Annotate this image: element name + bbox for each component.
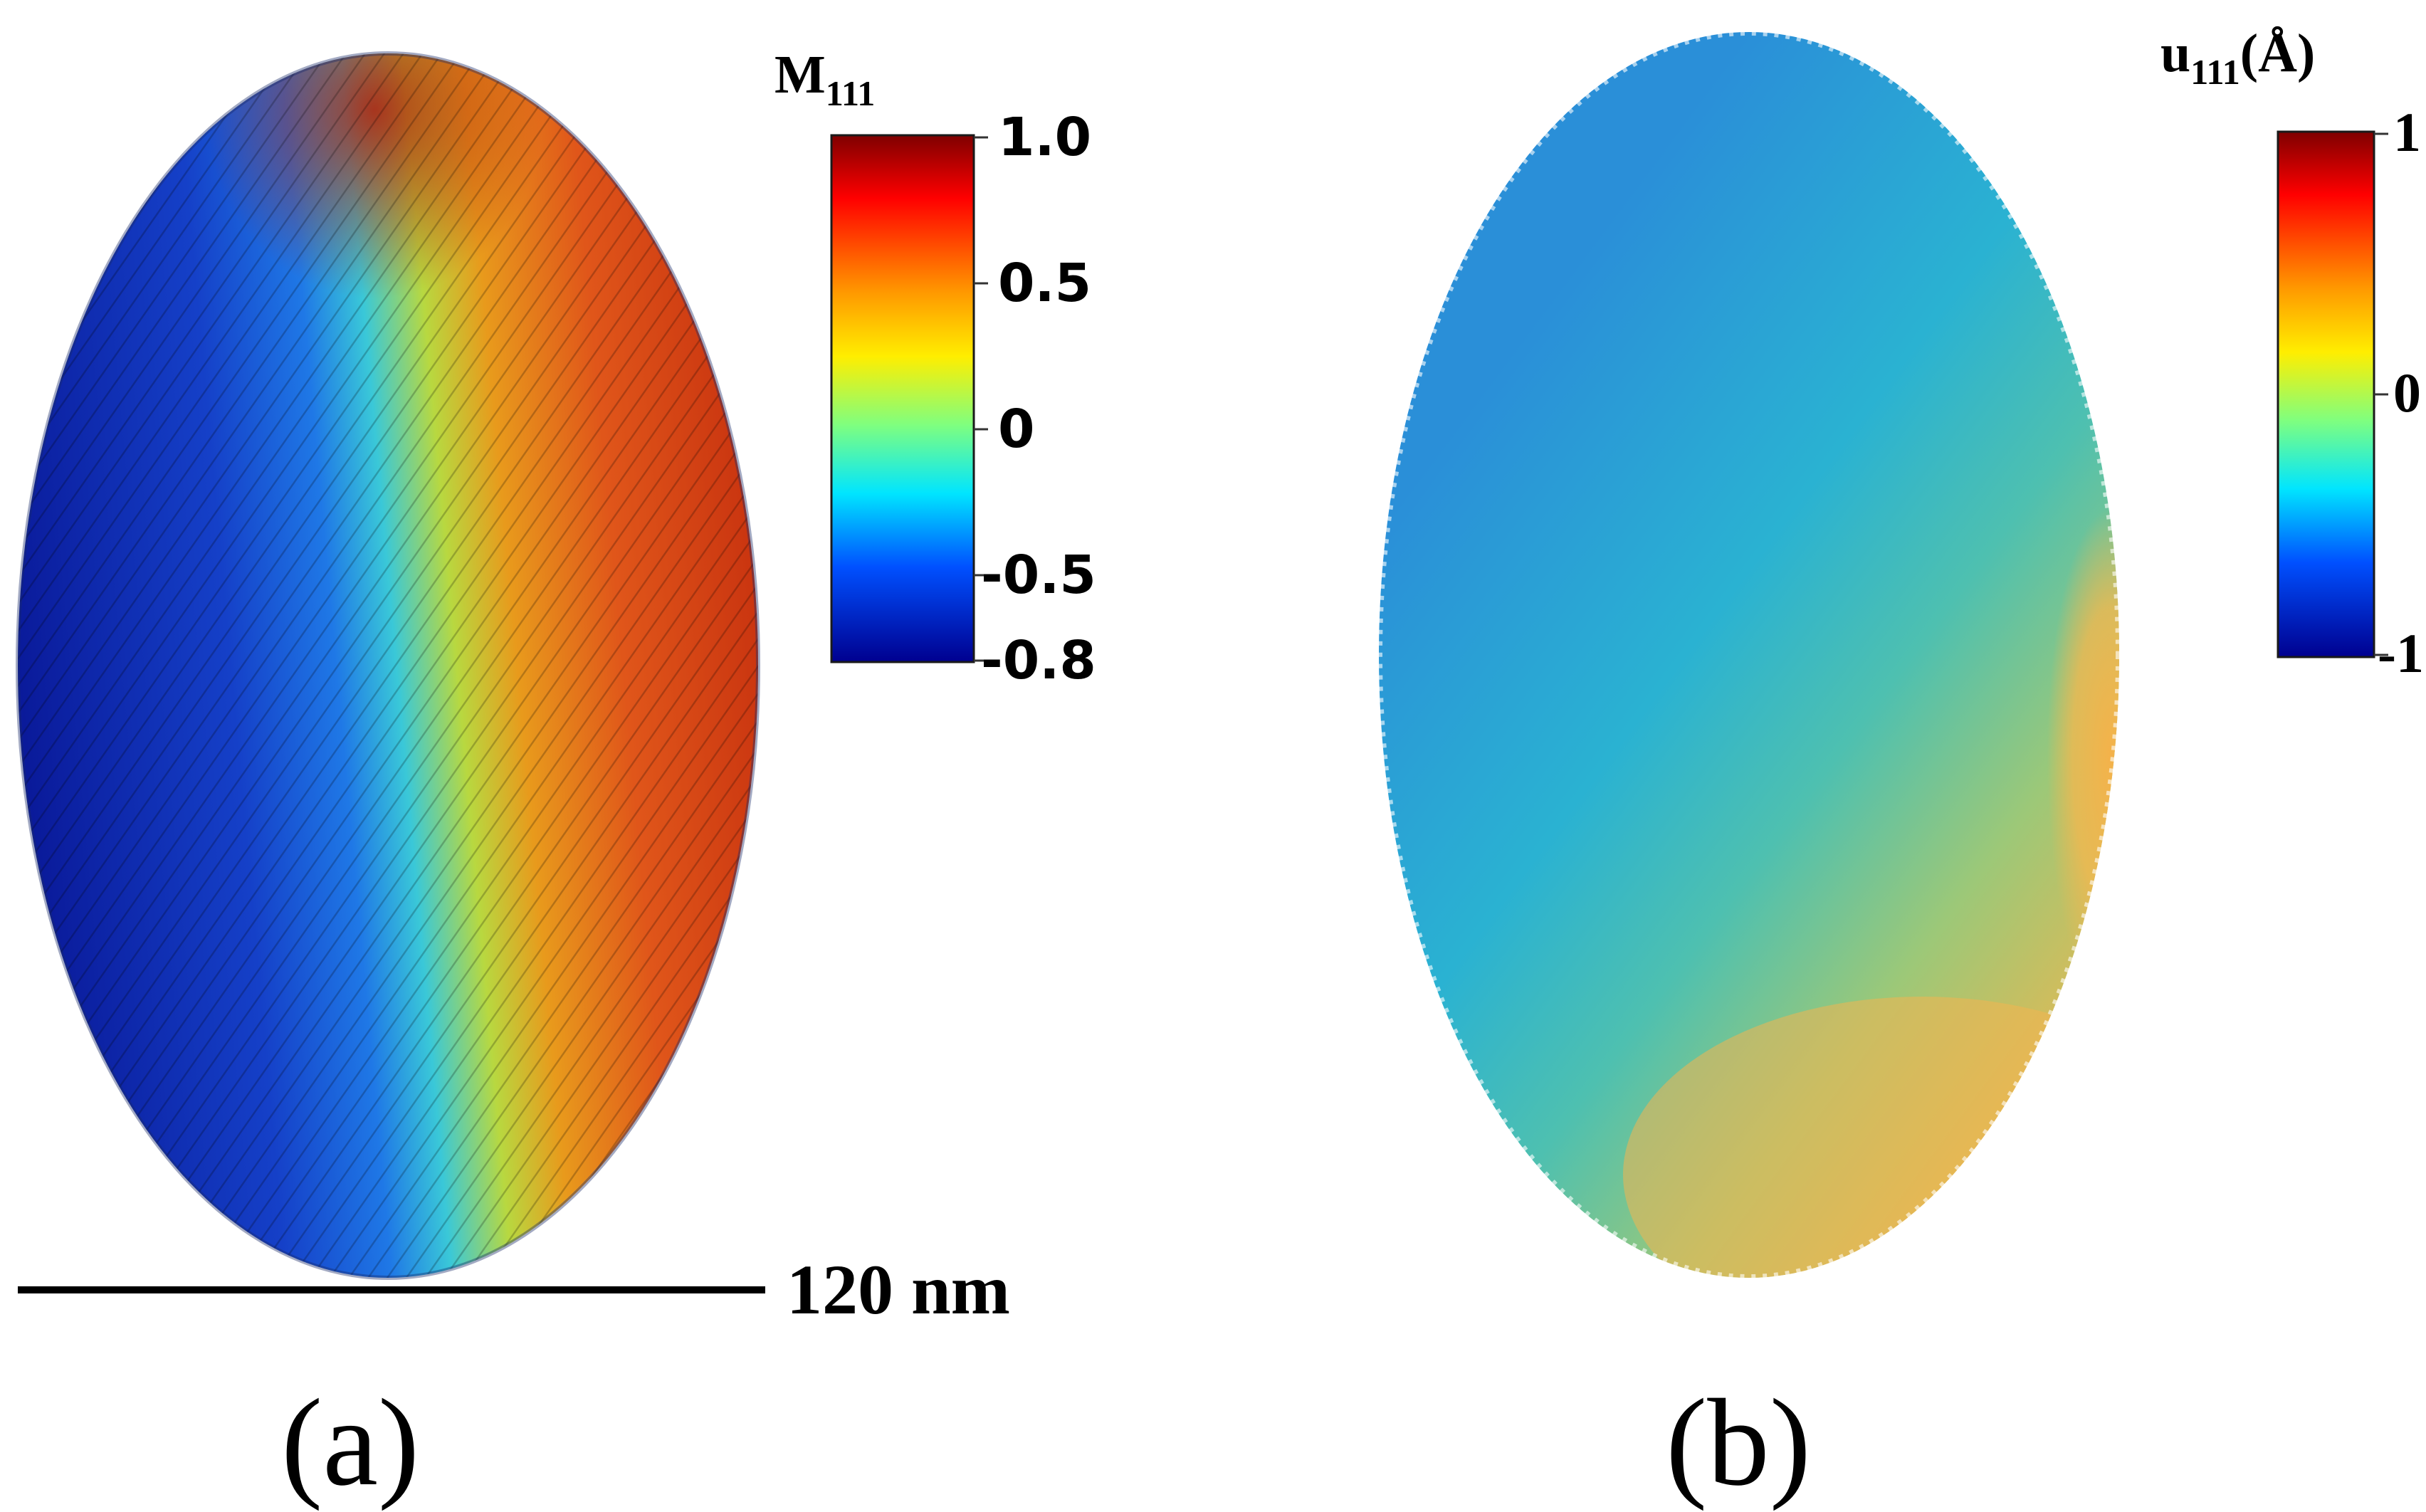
colorbar-a: M111 1.0 0.5 0 -0.5 -0.8 [774, 45, 1096, 691]
colorbar-a-tick-label: 0 [998, 399, 1035, 460]
panel-b: u111(Å) 1 0 -1 (b) [1375, 23, 2424, 1511]
colorbar-a-tick-label: -0.5 [981, 545, 1096, 606]
colorbar-b-tick-label: 0 [2393, 362, 2421, 424]
colorbar-a-bar [830, 134, 975, 663]
scale-bar-label: 120 nm [787, 1250, 1010, 1329]
colorbar-b-bar [2277, 130, 2375, 658]
panel-a-caption: (a) [281, 1373, 419, 1511]
colorbar-b-ticks [2374, 132, 2388, 656]
scale-bar: 120 nm [18, 1250, 1010, 1329]
colorbar-a-ticks [974, 136, 988, 662]
panel-a: M111 1.0 0.5 0 -0.5 -0.8 120 nm (a) [16, 45, 1096, 1511]
colorbar-b-tick-label: -1 [2378, 622, 2424, 684]
colorbar-a-title: M111 [774, 45, 875, 113]
colorbar-a-tick-label: 1.0 [998, 107, 1091, 168]
colorbar-a-tick-label: -0.8 [981, 630, 1096, 691]
colorbar-b: u111(Å) 1 0 -1 [2160, 23, 2424, 684]
colorbar-b-tick-label: 1 [2393, 101, 2421, 163]
magnetization-ellipsoid [16, 51, 760, 1280]
colorbar-b-title: u111(Å) [2160, 23, 2315, 92]
displacement-ellipsoid [1375, 28, 2123, 1281]
colorbar-a-tick-label: 0.5 [998, 253, 1091, 314]
panel-b-caption: (b) [1666, 1373, 1811, 1511]
